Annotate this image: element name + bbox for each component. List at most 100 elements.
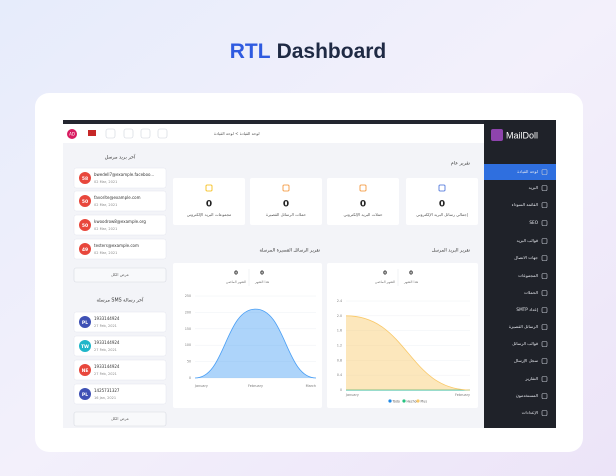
sms-card: [73, 383, 167, 405]
icon-button[interactable]: [123, 128, 134, 139]
menu-item[interactable]: الرسائل القصيرة: [509, 324, 538, 329]
section-title: تقرير عام: [451, 161, 471, 167]
stat-icon: [438, 184, 446, 192]
menu-icon: [541, 341, 548, 347]
email-badge: [79, 219, 91, 231]
menu-item[interactable]: المجموعات: [518, 273, 538, 278]
x-tick-label: January: [194, 384, 208, 388]
chart-stat-label: هذا الشهر: [254, 280, 269, 284]
stat-label: حملات البريد الإلكتروني: [343, 212, 383, 218]
x-tick-label: February: [455, 393, 470, 397]
stat-label: إجمالي رسائل البريد الإلكتروني: [416, 212, 468, 218]
email-address: favorite@example.com: [94, 195, 141, 200]
view-all-button[interactable]: [73, 411, 167, 427]
y-tick-label: 2.4: [337, 299, 342, 303]
menu-icon: [541, 255, 548, 261]
menu-icon: [541, 238, 548, 244]
title-accent: RTL: [230, 40, 271, 63]
sms-card: [73, 311, 167, 333]
chart-stat-value: 0: [260, 271, 264, 277]
x-tick-label: January: [345, 393, 359, 397]
menu-icon: [541, 169, 548, 175]
menu-item[interactable]: جهات الاتصال: [514, 255, 538, 260]
email-badge: [79, 243, 91, 255]
sms-number: 1425731327: [94, 388, 120, 393]
sms-number: 1933144924: [94, 340, 120, 345]
chart-card: [173, 263, 322, 408]
menu-item[interactable]: التقارير: [524, 376, 538, 381]
title-text: Dashboard: [277, 40, 387, 63]
y-tick-label: 1.6: [337, 329, 342, 333]
button-label: عرض الكل: [111, 416, 129, 421]
view-all-button[interactable]: [73, 267, 167, 283]
sms-badge: [79, 340, 91, 352]
menu-item[interactable]: المستخدمون: [516, 393, 538, 398]
page-title: RTL Dashboard: [230, 40, 387, 63]
sms-badge: [79, 388, 91, 400]
menu-icon: [541, 307, 548, 313]
menu-icon: [541, 410, 548, 416]
email-address: kwoodrow8@example.org: [94, 219, 146, 224]
chart-stat-label: هذا الشهر: [403, 280, 418, 284]
menu-icon: [541, 393, 548, 399]
sms-date: 16 Jan, 2021: [94, 396, 116, 400]
email-address: bwedell7@example.faceboo...: [94, 172, 154, 177]
sms-date: 27 Feb, 2021: [94, 348, 117, 352]
menu-item[interactable]: قوالب الرسائل: [512, 341, 538, 346]
avatar[interactable]: [67, 129, 77, 139]
menu-item[interactable]: القائمة السوداء: [512, 202, 538, 207]
icon-button[interactable]: [140, 128, 151, 139]
brand: MailDoll: [506, 130, 538, 140]
sms-date: 27 Feb, 2021: [94, 324, 117, 328]
email-card: [73, 214, 167, 236]
sms-badge: [79, 364, 91, 376]
section-title: آخر بريد مرسل: [105, 154, 136, 161]
badge-text: 50: [82, 223, 88, 229]
stat-card: [250, 178, 322, 225]
sms-number: 1933144924: [94, 364, 120, 369]
menu-item[interactable]: قوالب البريد: [517, 238, 538, 243]
y-tick-label: 0: [340, 388, 342, 392]
menu-icon: [541, 185, 548, 191]
stat-value: 0: [283, 200, 289, 210]
menu-active: [484, 164, 556, 180]
email-address: testers@example.com: [94, 243, 139, 248]
stat-card: [406, 178, 478, 225]
menu-item[interactable]: البريد: [529, 185, 538, 190]
y-tick-label: 1.2: [337, 344, 342, 348]
menu-item[interactable]: سجل الإرسال: [514, 358, 539, 364]
stat-icon: [205, 184, 213, 192]
email-date: 02 Mar, 2021: [94, 180, 117, 184]
area-line: [194, 308, 317, 379]
legend-label: Todo: [392, 399, 400, 403]
stat-label: مجموعات البريد الإلكتروني: [187, 212, 232, 218]
menu-item[interactable]: الحملات: [524, 290, 538, 295]
badge-text: 58: [82, 176, 88, 182]
menu-icon: [541, 220, 548, 226]
y-tick-label: 200: [185, 310, 191, 314]
avatar-initials: AD: [69, 132, 75, 137]
menu-item[interactable]: إعداد SMTP: [516, 307, 538, 313]
menu-item[interactable]: SEO: [529, 220, 538, 225]
sms-number: 1933144924: [94, 316, 120, 321]
icon-button[interactable]: [157, 128, 168, 139]
area-line: [345, 315, 471, 391]
chart-stat-value: 0: [383, 271, 387, 277]
icon-button[interactable]: [105, 128, 116, 139]
menu-item[interactable]: لوحة القيادة: [517, 169, 538, 174]
sms-card: [73, 359, 167, 381]
menu-item[interactable]: الإعدادات: [522, 410, 538, 416]
stat-icon: [282, 184, 290, 192]
menu-icon: [541, 376, 548, 382]
chart-stat-label: الشهر الماضي: [226, 280, 246, 284]
chart-stat-value: 0: [234, 271, 238, 277]
flag-icon: [88, 130, 96, 136]
badge-text: 49: [82, 247, 88, 253]
badge-text: PL: [82, 320, 88, 326]
y-tick-label: 250: [185, 294, 191, 298]
email-card: [73, 167, 167, 189]
stat-value: 0: [439, 200, 445, 210]
menu-icon: [541, 324, 548, 330]
badge-text: TW: [81, 344, 89, 350]
